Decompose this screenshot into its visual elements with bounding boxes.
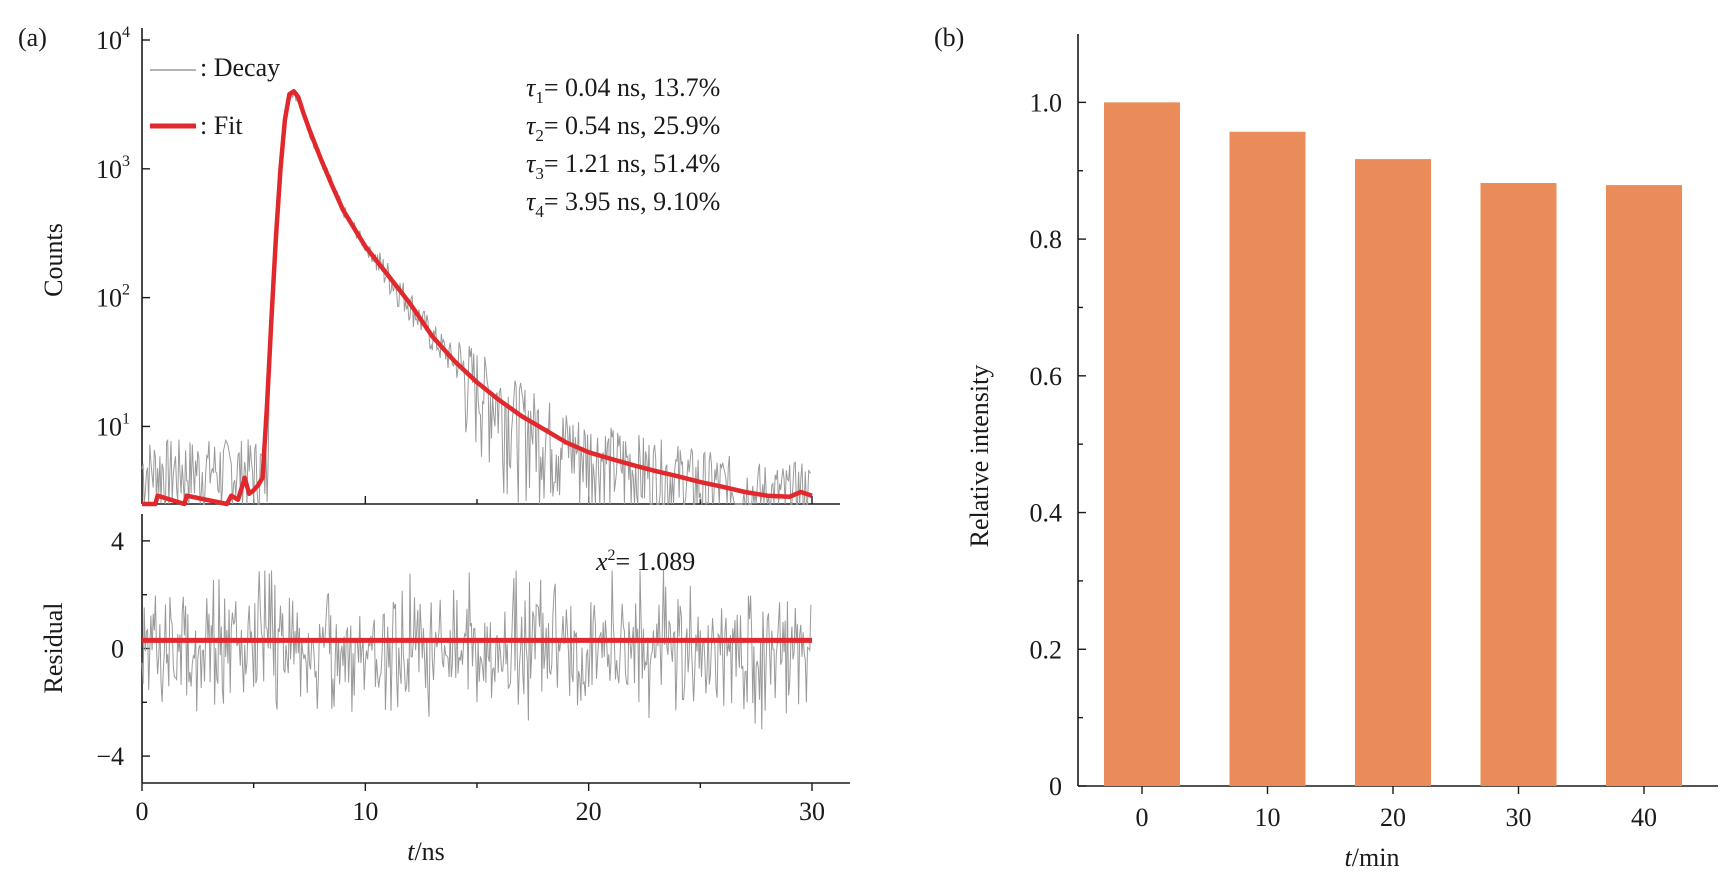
tau-4-symbol: τ (526, 187, 537, 216)
bars (1104, 102, 1682, 787)
decay-plot-area (141, 89, 813, 507)
panel-b-label: (b) (934, 23, 964, 52)
tau-3-annotation: τ3= 1.21 ns, 51.4% (526, 149, 720, 183)
lifetime-annotations: τ1= 0.04 ns, 13.7% τ2= 0.54 ns, 25.9% τ3… (526, 73, 720, 221)
fit-series-line (142, 89, 813, 507)
tau-2-text: = 0.54 ns, 25.9% (544, 111, 720, 140)
bar-y-tick-label: 0.4 (1030, 499, 1063, 528)
residual-y-tick-label: 0 (111, 635, 124, 664)
tau-2-annotation: τ2= 0.54 ns, 25.9% (526, 111, 720, 145)
bar-x-tick-label: 0 (1136, 803, 1149, 832)
decay-series-line (141, 90, 812, 506)
decay-y-axis-label: Counts (39, 223, 68, 297)
x-tick-label: 20 (576, 797, 602, 826)
legend-fit-label: : Fit (200, 111, 243, 140)
decay-y-tick-label: 102 (96, 282, 130, 313)
tau-2-symbol: τ (526, 111, 537, 140)
chi-square-annotation: x2= 1.089 (595, 547, 695, 576)
tau-3-text: = 1.21 ns, 51.4% (544, 149, 720, 178)
bar-x-tick-label: 30 (1506, 803, 1532, 832)
panel-a-label: (a) (18, 23, 47, 52)
residual-y-tick-label: −4 (96, 742, 124, 771)
bar-y-tick-label: 1.0 (1030, 88, 1063, 117)
tau-4-subscript: 4 (535, 202, 544, 221)
residual-series-line (141, 570, 812, 730)
tau-1-annotation: τ1= 0.04 ns, 13.7% (526, 73, 720, 107)
residual-x-ticks: 0 10 20 30 (136, 783, 825, 826)
x-tick-label: 0 (136, 797, 149, 826)
tau-4-text: = 3.95 ns, 9.10% (544, 187, 720, 216)
decay-y-tick-label: 104 (96, 24, 130, 55)
x-tick-label: 10 (352, 797, 378, 826)
tau-3-subscript: 3 (535, 164, 544, 183)
bar-x-tick-label: 20 (1380, 803, 1406, 832)
tau-3-symbol: τ (526, 149, 537, 178)
bar-y-ticks: 0 0.2 0.4 0.6 0.8 1.0 (1030, 88, 1086, 801)
tau-2-subscript: 2 (535, 126, 544, 145)
chi-square-symbol: x (595, 547, 608, 576)
bar (1355, 159, 1431, 786)
chi-square-superscript: 2 (608, 547, 616, 564)
tau-1-symbol: τ (526, 73, 537, 102)
tau-1-text: = 0.04 ns, 13.7% (544, 73, 720, 102)
residual-y-axis-label: Residual (39, 603, 68, 694)
x-axis-label-b: t/min (1345, 843, 1400, 872)
x-axis-label-a: t/ns (407, 837, 445, 866)
residual-plot-area (141, 570, 812, 730)
decay-y-ticks: 101 102 103 104 (96, 24, 150, 441)
bar (1606, 185, 1682, 787)
bar-x-tick-label: 10 (1255, 803, 1281, 832)
bar-y-tick-label: 0 (1049, 772, 1062, 801)
bar (1480, 183, 1557, 787)
legend: : Decay : Fit (150, 53, 280, 140)
bar (1229, 131, 1306, 786)
bar-y-tick-label: 0.6 (1030, 362, 1063, 391)
decay-x-ticks (252, 496, 813, 504)
tau-4-annotation: τ4= 3.95 ns, 9.10% (526, 187, 720, 221)
decay-y-tick-label: 103 (96, 153, 130, 184)
chi-square-text: = 1.089 (616, 547, 696, 576)
residual-y-ticks: 4 0 −4 (96, 527, 150, 771)
bar-x-tick-label: 40 (1631, 803, 1657, 832)
bar-x-ticks: 0 10 20 30 40 (1136, 786, 1657, 832)
decay-y-tick-label: 101 (96, 410, 130, 441)
residual-y-tick-label: 4 (111, 527, 124, 556)
bar (1104, 102, 1180, 786)
tau-1-subscript: 1 (535, 88, 544, 107)
legend-decay-label: : Decay (200, 53, 280, 82)
x-tick-label: 30 (799, 797, 825, 826)
bar-y-tick-label: 0.2 (1030, 635, 1063, 664)
bar-y-tick-label: 0.8 (1030, 225, 1063, 254)
bar-y-axis-label: Relative intensity (965, 365, 994, 548)
